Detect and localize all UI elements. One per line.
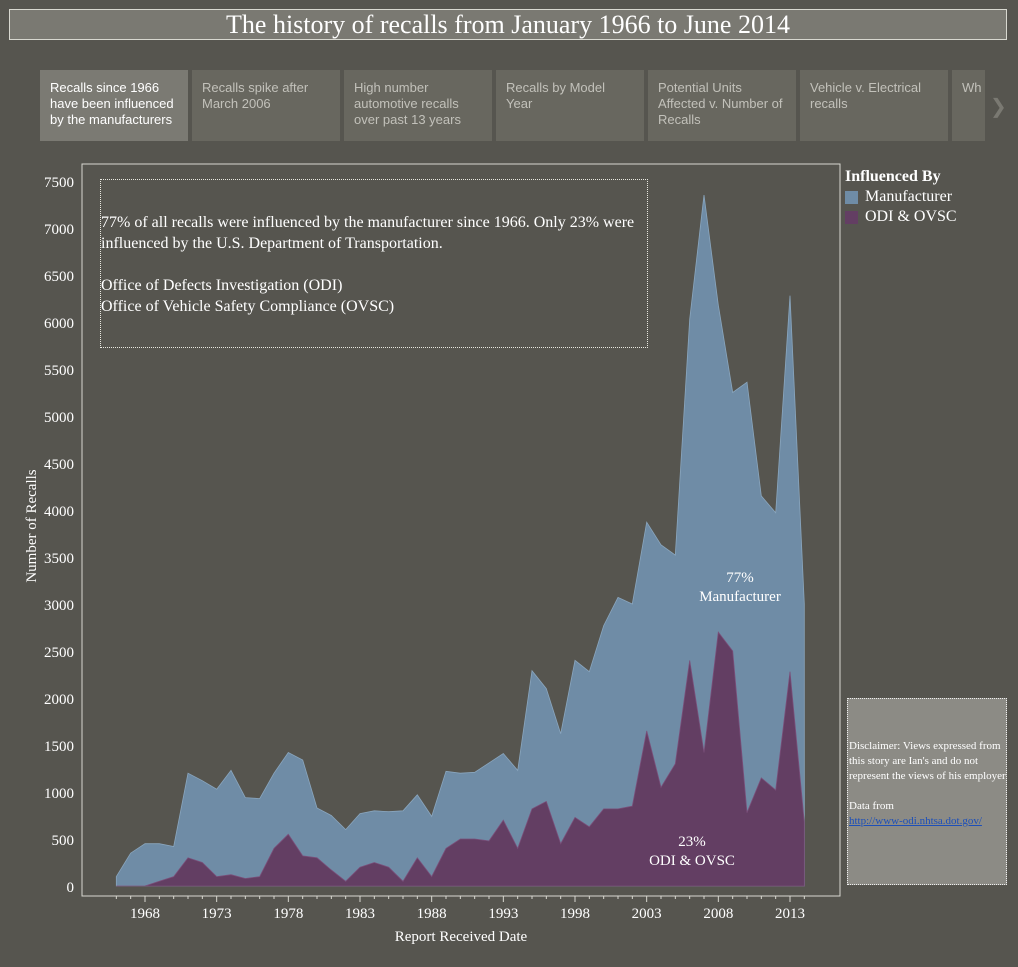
area-chart: 0 500 1000 1500 2000 2500 3000 3500 4000 4500 5000…	[24, 163, 841, 945]
odi-share-label: 23% ODI & OVSC	[632, 833, 752, 871]
tab-vehicle-electrical[interactable]: Vehicle v. Electrical recalls	[800, 70, 948, 141]
x-axis-title: Report Received Date	[395, 929, 528, 945]
tab-potential-units[interactable]: Potential Units Affected v. Number of Re…	[648, 70, 796, 141]
y-tick-label: 2000	[44, 692, 74, 708]
y-tick-label: 1000	[44, 786, 74, 802]
y-tick-label: 6000	[44, 316, 74, 332]
legend: Influenced By Manufacturer ODI & OVSC	[845, 168, 957, 227]
odi-name: ODI & OVSC	[649, 853, 735, 869]
disclaimer-text: Disclaimer: Views expressed from this st…	[849, 740, 1006, 782]
story-tabs: Recalls since 1966 have been influenced …	[40, 70, 985, 142]
legend-swatch-manufacturer	[845, 190, 858, 204]
story-title: The history of recalls from January 1966…	[9, 9, 1007, 40]
y-tick-label: 6500	[44, 269, 74, 285]
y-tick-label: 1500	[44, 739, 74, 755]
legend-item-odi[interactable]: ODI & OVSC	[845, 207, 957, 227]
area-manufacturer[interactable]	[115, 195, 805, 887]
legend-swatch-odi	[845, 210, 858, 224]
x-tick-label: 1968	[130, 906, 160, 922]
x-tick-label: 1998	[560, 906, 590, 922]
legend-item-manufacturer[interactable]: Manufacturer	[845, 187, 957, 207]
x-tick-label: 1983	[345, 906, 375, 922]
tab-high-number-recalls[interactable]: High number automotive recalls over past…	[344, 70, 492, 141]
x-tick-label: 1988	[417, 906, 447, 922]
odi-pct: 23%	[678, 834, 706, 850]
x-tick-label: 1978	[273, 906, 303, 922]
y-axis-title: Number of Recalls	[24, 469, 40, 582]
y-tick-label: 5000	[44, 410, 74, 426]
tab-recalls-since-1966[interactable]: Recalls since 1966 have been influenced …	[40, 70, 188, 141]
annotation-odi: Office of Defects Investigation (ODI)	[101, 277, 343, 294]
y-tick-label: 0	[67, 880, 75, 896]
x-tick-label: 2003	[632, 906, 662, 922]
area-odi-ovsc[interactable]	[116, 631, 805, 887]
y-tick-label: 2500	[44, 645, 74, 661]
y-tick-label: 3500	[44, 551, 74, 567]
y-tick-label: 7000	[44, 222, 74, 238]
y-tick-label: 5500	[44, 363, 74, 379]
data-source-link[interactable]: http://www-odi.nhtsa.dot.gov/	[849, 815, 982, 827]
x-tick-label: 2008	[703, 906, 733, 922]
annotation-ovsc: Office of Vehicle Safety Compliance (OVS…	[101, 298, 395, 315]
tab-recalls-by-model-year[interactable]: Recalls by Model Year	[496, 70, 644, 141]
y-tick-label: 500	[52, 833, 75, 849]
legend-label-manufacturer: Manufacturer	[865, 188, 953, 205]
tab-recalls-spike[interactable]: Recalls spike after March 2006	[192, 70, 340, 141]
legend-label-odi: ODI & OVSC	[865, 208, 957, 225]
y-tick-label: 3000	[44, 598, 74, 614]
x-tick-label: 1993	[488, 906, 518, 922]
disclaimer-box: Disclaimer: Views expressed from this st…	[847, 698, 1007, 885]
plot-frame	[81, 163, 841, 897]
manufacturer-share-label: 77% Manufacturer	[680, 569, 800, 607]
x-tick-label: 2013	[775, 906, 805, 922]
x-tick-label: 1973	[202, 906, 232, 922]
data-source-label: Data from	[849, 800, 894, 812]
manufacturer-pct: 77%	[726, 570, 754, 586]
tab-partial[interactable]: Wh sta	[952, 70, 985, 141]
y-tick-label: 4000	[44, 504, 74, 520]
chart-annotation: 77% of all recalls were influenced by th…	[100, 179, 648, 348]
annotation-text: 77% of all recalls were influenced by th…	[101, 214, 635, 252]
legend-title: Influenced By	[845, 168, 941, 185]
y-tick-label: 7500	[44, 175, 74, 191]
manufacturer-name: Manufacturer	[699, 589, 781, 605]
chevron-right-icon[interactable]: ❯	[990, 94, 1007, 118]
y-tick-label: 4500	[44, 457, 74, 473]
